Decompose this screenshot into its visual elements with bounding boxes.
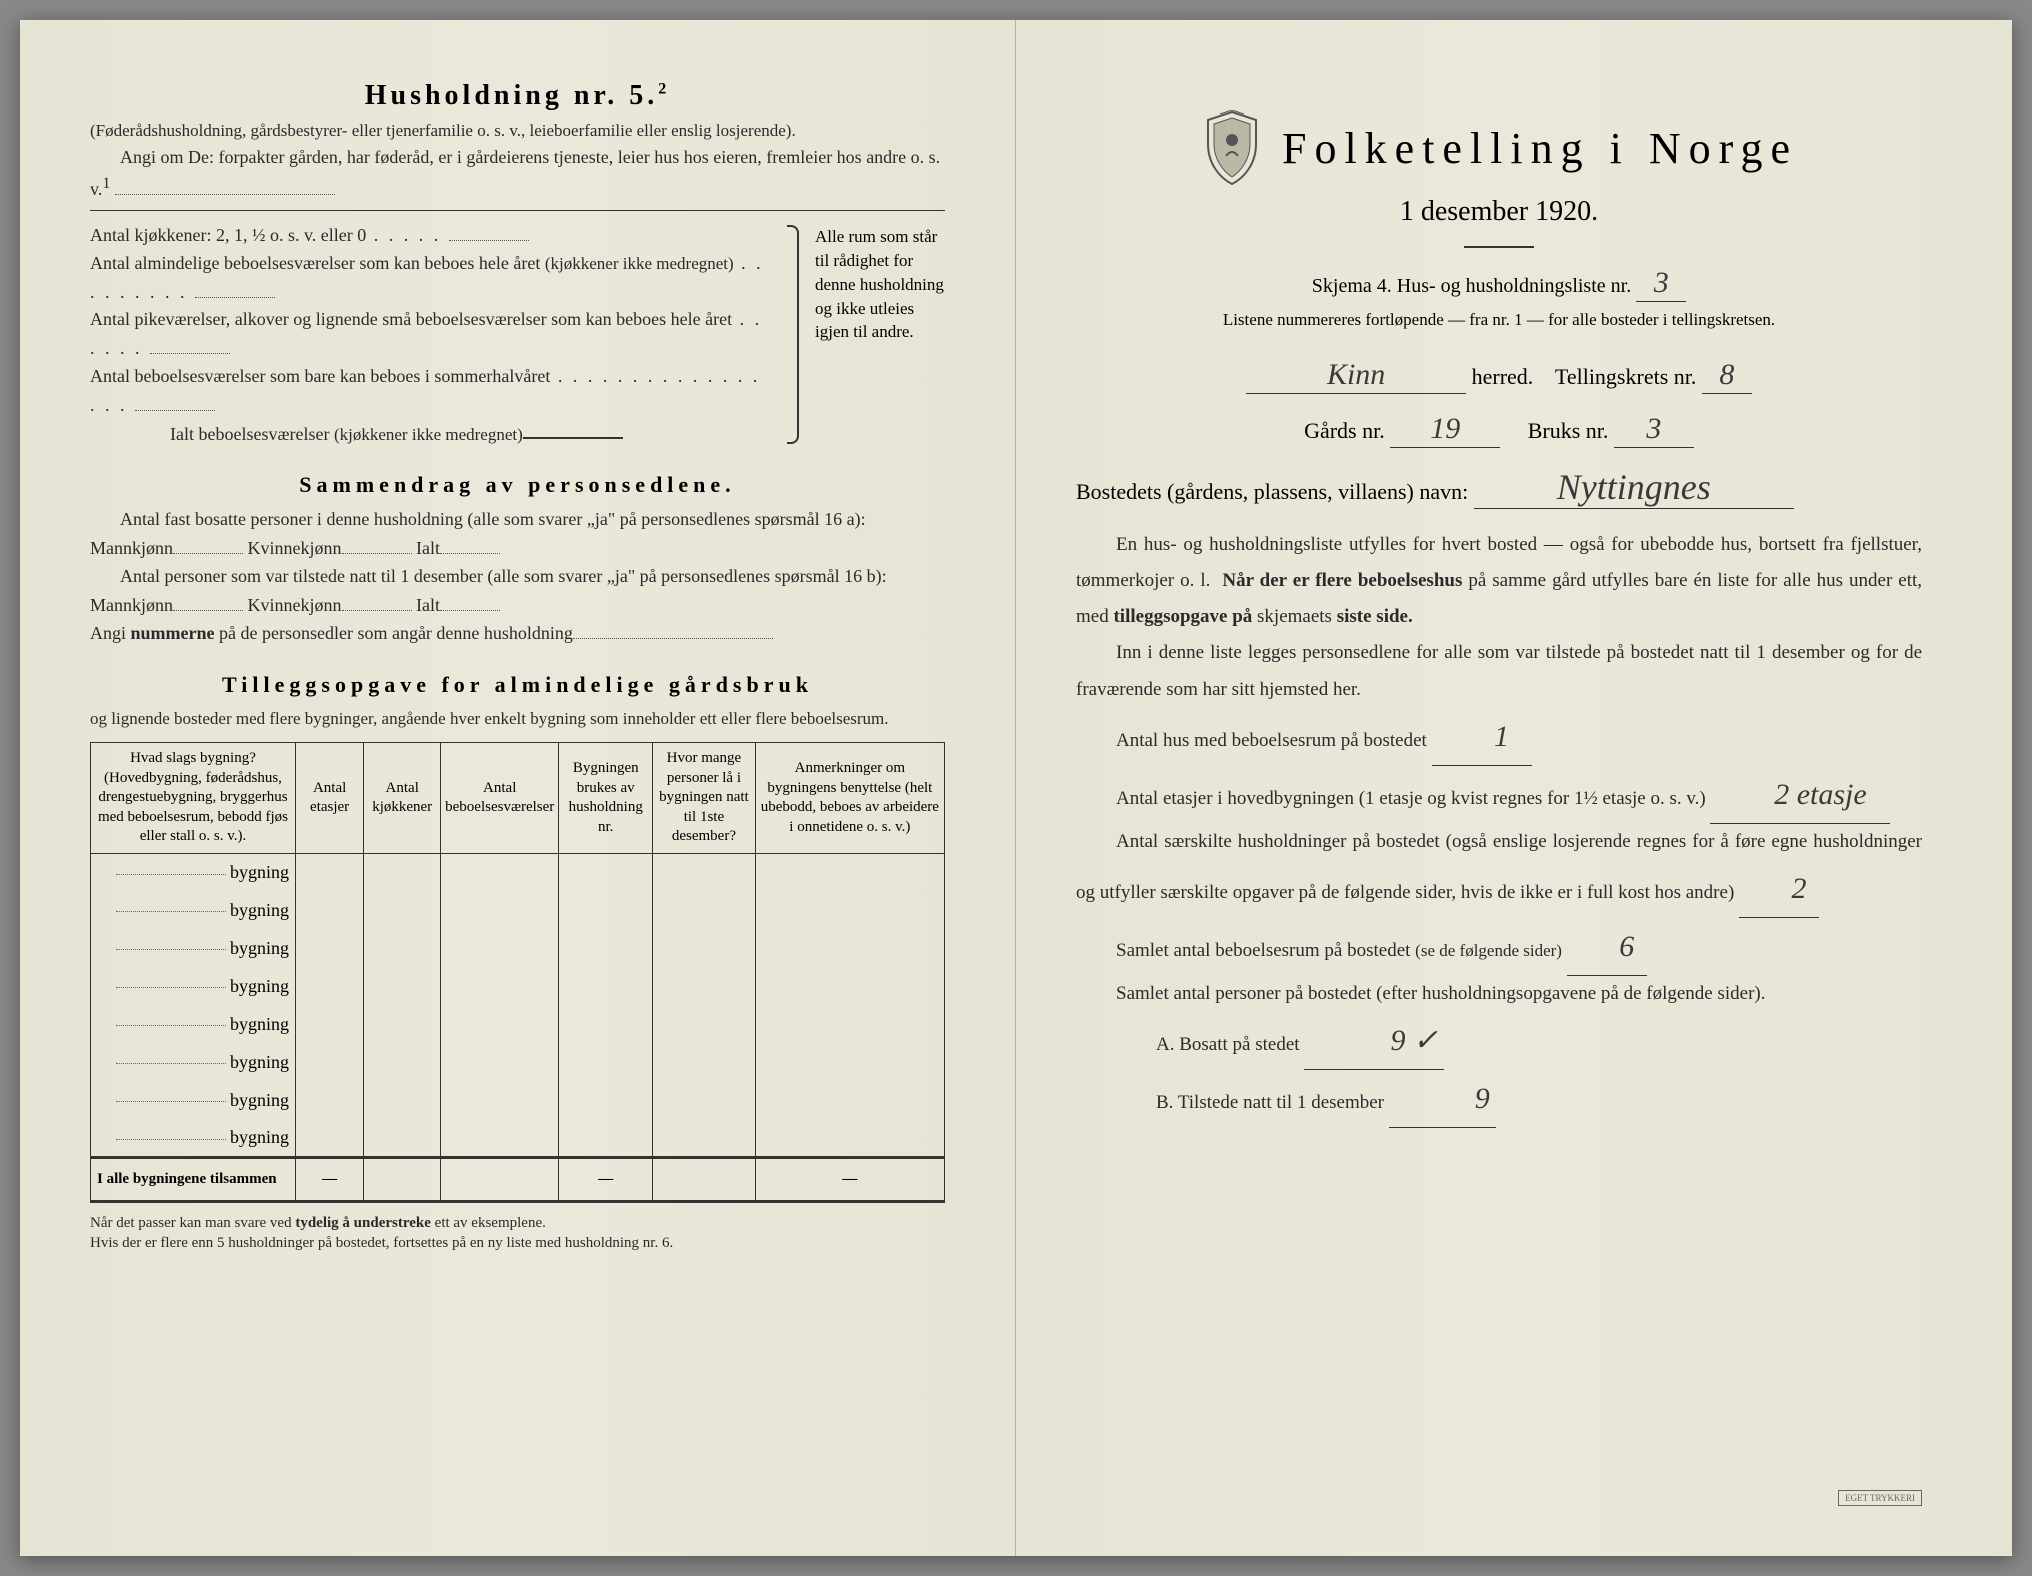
skjema-line: Skjema 4. Hus- og husholdningsliste nr. … — [1076, 266, 1922, 302]
table-row: bygning — [91, 1119, 945, 1157]
rooms3: Antal beboelsesværelser som bare kan beb… — [90, 363, 773, 420]
bracket-note: Alle rum som står til rådighet for denne… — [815, 221, 945, 448]
tillegg-title: Tilleggsopgave for almindelige gårdsbruk — [90, 672, 945, 698]
para1: En hus- og husholdningsliste utfylles fo… — [1076, 527, 1922, 635]
table-row: bygning — [91, 967, 945, 1005]
title-block: Folketelling i Norge 1 desember 1920. Sk… — [1076, 110, 1922, 330]
antal-hus: Antal hus med beboelsesrum på bostedet 1 — [1076, 708, 1922, 766]
th-vaerelser: Antal beboelsesværelser — [441, 743, 559, 854]
bosted-row: Bostedets (gårdens, plassens, villaens) … — [1076, 466, 1922, 509]
angi-nummerne: Angi nummerne på de personsedler som ang… — [90, 619, 945, 648]
samlet-rum: Samlet antal beboelsesrum på bostedet (s… — [1076, 918, 1922, 976]
kitchens-line: Antal kjøkkener: 2, 1, ½ o. s. v. eller … — [90, 221, 773, 250]
angi-line: Angi om De: forpakter gården, har føderå… — [90, 144, 945, 204]
document-spread: Husholdning nr. 5.2 (Føderådshusholdning… — [20, 20, 2012, 1556]
samlet-pers: Samlet antal personer på bostedet (efter… — [1076, 976, 1922, 1012]
table-row: bygning — [91, 891, 945, 929]
table-row: bygning — [91, 1081, 945, 1119]
rooms2: Antal pikeværelser, alkover og lignende … — [90, 306, 773, 363]
th-kjokkener: Antal kjøkkener — [364, 743, 441, 854]
building-table: Hvad slags bygning? (Hovedbygning, føder… — [90, 742, 945, 1203]
table-row: bygning — [91, 1005, 945, 1043]
etasjer: Antal etasjer i hovedbygningen (1 etasje… — [1076, 766, 1922, 824]
th-anmerk: Anmerkninger om bygningens benyttelse (h… — [755, 743, 944, 854]
line-a: A. Bosatt på stedet 9 ✓ — [1076, 1012, 1922, 1070]
samm-16a: Antal fast bosatte personer i denne hush… — [90, 506, 945, 563]
herred-row: Kinn herred. Tellingskrets nr. 8 — [1076, 358, 1922, 394]
th-personer: Hvor mange personer lå i bygningen natt … — [653, 743, 755, 854]
date-subtitle: 1 desember 1920. — [1076, 196, 1922, 228]
tillegg-sub: og lignende bosteder med flere bygninger… — [90, 706, 945, 732]
table-row: bygning — [91, 929, 945, 967]
saerskilte: Antal særskilte husholdninger på bostede… — [1076, 824, 1922, 918]
left-page: Husholdning nr. 5.2 (Føderådshusholdning… — [20, 20, 1016, 1556]
th-brukes: Bygningen brukes av husholdning nr. — [559, 743, 653, 854]
right-page: Folketelling i Norge 1 desember 1920. Sk… — [1016, 20, 2012, 1556]
coat-of-arms-icon — [1200, 110, 1264, 186]
body-text: En hus- og husholdningsliste utfylles fo… — [1076, 527, 1922, 1128]
listene-note: Listene nummereres fortløpende — fra nr.… — [1076, 310, 1922, 330]
table-row: bygning — [91, 1043, 945, 1081]
sammendrag-title: Sammendrag av personsedlene. — [90, 472, 945, 498]
printer-stamp: EGET TRYKKERI — [1838, 1490, 1922, 1506]
table-total-row: I alle bygningene tilsammen ——— — [91, 1157, 945, 1201]
th-bygning: Hvad slags bygning? (Hovedbygning, føder… — [91, 743, 296, 854]
para2: Inn i denne liste legges personsedlene f… — [1076, 635, 1922, 707]
parenthetical: (Føderådshusholdning, gårdsbestyrer- ell… — [90, 118, 945, 144]
rooms-block: Antal kjøkkener: 2, 1, ½ o. s. v. eller … — [90, 221, 945, 448]
household-heading: Husholdning nr. 5.2 — [90, 80, 945, 112]
table-row: bygning — [91, 853, 945, 891]
footnote: Når det passer kan man svare ved tydelig… — [90, 1213, 945, 1254]
main-title: Folketelling i Norge — [1282, 123, 1798, 174]
rooms-total: Ialt beboelsesværelser (kjøkkener ikke m… — [90, 420, 773, 449]
th-etasjer: Antal etasjer — [295, 743, 363, 854]
gard-row: Gårds nr. 19 Bruks nr. 3 — [1076, 412, 1922, 448]
samm-16b: Antal personer som var tilstede natt til… — [90, 563, 945, 620]
line-b: B. Tilstede natt til 1 desember 9 — [1076, 1070, 1922, 1128]
rooms1: Antal almindelige beboelsesværelser som … — [90, 250, 773, 307]
